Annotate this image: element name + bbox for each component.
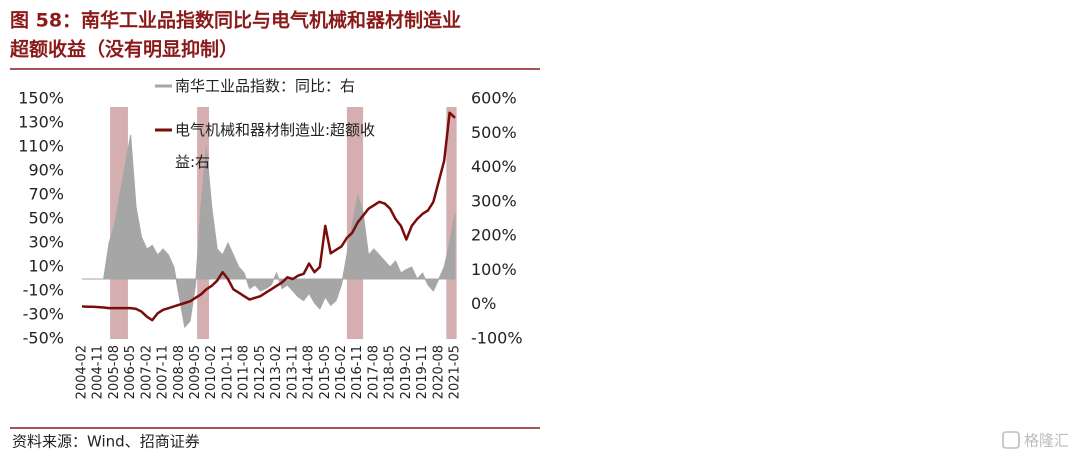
- plot: [81, 107, 457, 339]
- x-tick-label: 2017-08: [366, 345, 381, 399]
- y-tick-label: 130%: [18, 113, 64, 132]
- y-tick-label: 50%: [28, 209, 64, 228]
- x-tick-label: 2020-08: [431, 345, 446, 399]
- x-tick-label: 2009-05: [188, 345, 203, 399]
- x-tick-label: 2021-05: [448, 345, 463, 399]
- x-tick-label: 2014-08: [302, 345, 317, 399]
- x-tick-label: 2016-02: [334, 345, 349, 399]
- chart-title: 超额收益（没有明显抑制）: [9, 38, 238, 61]
- area: [82, 134, 456, 329]
- y2-tick-label: 300%: [471, 191, 517, 210]
- watermark-icon: [1002, 431, 1020, 449]
- x-tick-label: 2011-08: [237, 345, 252, 399]
- x-tick-label: 2004-02: [75, 345, 90, 399]
- y-tick-label: -50%: [23, 329, 64, 348]
- x-tick-label: 2007-11: [156, 345, 171, 399]
- x-tick-label: 2008-08: [172, 345, 187, 399]
- line: [81, 111, 456, 322]
- y-tick-label: 30%: [28, 233, 64, 252]
- x-tick-label: 2007-02: [139, 345, 154, 399]
- x-tick-label: 2018-05: [383, 345, 398, 399]
- legend-label: 电气机械和器材制造业:超额收益:右: [175, 121, 376, 171]
- x-tick-label: 2016-11: [350, 345, 365, 399]
- y2-tick-label: 500%: [471, 123, 517, 142]
- shaded-period: [446, 107, 457, 339]
- x-tick-label: 2005-08: [107, 345, 122, 399]
- y-tick-label: 110%: [18, 137, 64, 156]
- y2-tick-label: 0%: [471, 294, 496, 313]
- y2-tick-label: -100%: [471, 329, 523, 348]
- y2-tick-label: 600%: [471, 89, 517, 108]
- x-tick-label: 2013-02: [269, 345, 284, 399]
- x-tick-label: 2019-02: [399, 345, 414, 399]
- watermark: 格隆汇: [1002, 431, 1069, 450]
- x-tick-label: 2013-11: [285, 345, 300, 399]
- y-tick-label: 10%: [28, 257, 64, 276]
- y-tick-label: -10%: [23, 281, 64, 300]
- y-tick-label: 150%: [18, 89, 64, 108]
- chart-title: 图 58：南华工业品指数同比与电气机械和器材制造业: [10, 9, 461, 32]
- x-tick-label: 2010-02: [204, 345, 219, 399]
- y-tick-label: -30%: [23, 305, 64, 324]
- x-tick-label: 2010-11: [220, 345, 235, 399]
- y-tick-label: 70%: [28, 185, 64, 204]
- x-tick-label: 2004-11: [91, 345, 106, 399]
- y2-tick-label: 100%: [471, 260, 517, 279]
- watermark-text: 格隆汇: [1024, 432, 1069, 450]
- x-tick-label: 2015-05: [318, 345, 333, 399]
- y2-tick-label: 400%: [471, 157, 517, 176]
- y-tick-label: 90%: [28, 161, 64, 180]
- y2-tick-label: 200%: [471, 226, 517, 245]
- x-tick-label: 2006-05: [123, 345, 138, 399]
- x-tick-label: 2012-05: [253, 345, 268, 399]
- source: 资料来源：Wind、招商证券: [12, 433, 200, 451]
- x-tick-label: 2019-11: [415, 345, 430, 399]
- legend-label: 南华工业品指数：同比：右: [175, 77, 356, 95]
